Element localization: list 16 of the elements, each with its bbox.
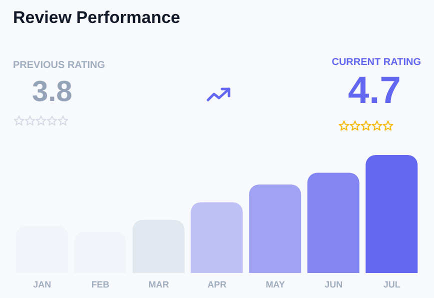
text: 3.8 <box>32 76 72 109</box>
chart-title: Review Performance <box>13 8 180 28</box>
x-tick-label: FEB <box>91 279 110 290</box>
text: PREVIOUS RATING <box>13 60 106 71</box>
bar <box>190 202 243 273</box>
bar <box>366 155 418 273</box>
x-tick-label: APR <box>207 279 227 290</box>
x-tick-label: JUN <box>324 279 343 290</box>
x-tick-label: MAR <box>148 279 170 290</box>
x-tick-label: JAN <box>33 279 52 290</box>
x-tick-label: JUL <box>383 279 401 290</box>
x-tick-label: MAY <box>266 279 285 290</box>
bar <box>307 172 360 273</box>
bar <box>249 184 302 273</box>
text: 4.7 <box>348 70 401 113</box>
text: CURRENT RATING <box>332 57 421 68</box>
